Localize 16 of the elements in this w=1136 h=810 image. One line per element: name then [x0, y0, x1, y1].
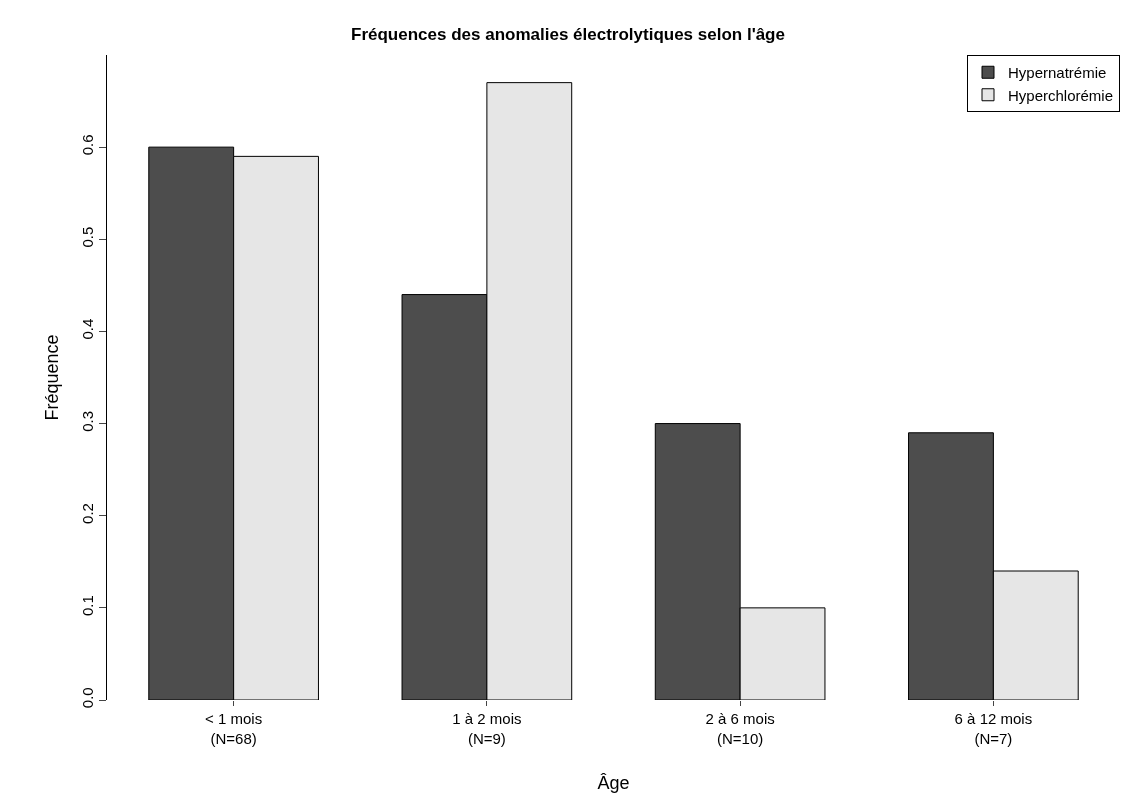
x-axis-title: Âge [597, 772, 630, 793]
y-tick-label: 0.3 [79, 410, 96, 432]
legend-label: Hypernatrémie [1008, 64, 1107, 82]
y-tick-label: 0.0 [79, 687, 96, 709]
x-tick-label: < 1 mois (N=68) [205, 710, 263, 747]
legend-label: Hyperchlorémie [1008, 86, 1114, 104]
chart-title: Fréquences des anomalies électrolytiques selon l'âge [351, 25, 785, 45]
x-tick-label: 6 à 12 mois (N=7) [954, 710, 1033, 747]
y-tick-label: 0.5 [79, 226, 96, 248]
x-tick-label: 1 à 2 mois (N=9) [452, 710, 522, 747]
x-tick-label: 2 à 6 mois (N=10) [705, 710, 775, 747]
y-tick-label: 0.4 [79, 318, 96, 340]
y-tick-label: 0.6 [79, 134, 96, 156]
y-tick-label: 0.2 [79, 503, 96, 524]
y-tick-label: 0.1 [79, 595, 96, 617]
y-axis-title: Fréquence [42, 334, 63, 421]
